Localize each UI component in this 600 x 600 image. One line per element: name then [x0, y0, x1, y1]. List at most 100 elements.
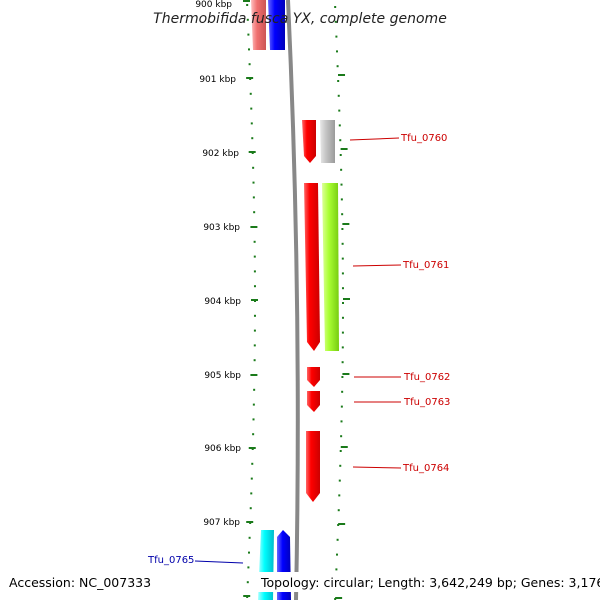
kbp-label-903: 903 kbp — [203, 223, 240, 233]
outer-major-tick — [338, 74, 346, 76]
kbp-label-904: 904 kbp — [204, 297, 241, 307]
outer-ruler-dot — [338, 479, 341, 482]
leader-line-tfu-0761 — [352, 264, 402, 267]
outer-ruler-dot — [340, 405, 343, 408]
outer-ruler-dot — [336, 553, 339, 556]
inner-ruler-dot — [253, 344, 256, 347]
outer-ruler-dot — [336, 538, 339, 541]
inner-ruler-dot — [250, 122, 253, 125]
inner-ruler-dot — [251, 137, 254, 140]
outer-ruler-dot — [339, 450, 342, 452]
outer-ruler-dot — [336, 65, 339, 68]
inner-ruler-dots — [243, 0, 258, 598]
outer-ruler-dot — [336, 50, 339, 53]
inner-major-tick — [250, 299, 258, 301]
outer-ruler-dot — [339, 139, 342, 142]
gene-block-top-blue[interactable] — [268, 0, 285, 50]
inner-ruler-dot — [253, 240, 256, 243]
inner-ruler-dot — [250, 477, 253, 480]
kbp-label-907: 907 kbp — [203, 518, 240, 528]
gene-tfu-0764-cds[interactable] — [306, 431, 320, 502]
inner-ruler-dot — [252, 196, 255, 199]
kbp-label-906: 906 kbp — [204, 444, 241, 454]
gene-tfu-0762-cds[interactable] — [307, 367, 320, 387]
inner-ruler-dot — [247, 33, 250, 36]
outer-ruler-dot — [341, 361, 344, 364]
outer-ruler-dot — [341, 390, 344, 393]
gene-tfu-0763-cds[interactable] — [307, 391, 320, 412]
gene-tfu-0761-feature[interactable] — [322, 183, 339, 351]
inner-ruler-dot — [253, 285, 256, 288]
outer-ruler-dot — [341, 316, 344, 319]
outer-major-tick — [335, 597, 343, 599]
gene-tfu-0760-feature[interactable] — [320, 120, 335, 163]
gene-label-tfu-0760[interactable]: Tfu_0760 — [400, 133, 447, 144]
gene-tfu-0760-cds[interactable] — [302, 120, 316, 163]
outer-major-tick — [342, 223, 350, 225]
inner-ruler-dot — [253, 388, 256, 391]
outer-ruler-dot — [342, 302, 344, 304]
gene-label-tfu-0765[interactable]: Tfu_0765 — [147, 555, 194, 566]
inner-major-tick — [250, 226, 258, 228]
gene-label-tfu-0764[interactable]: Tfu_0764 — [402, 463, 449, 474]
outer-ruler-dot — [338, 109, 341, 112]
inner-ruler-dot — [252, 418, 255, 421]
outer-ruler-dot — [335, 568, 338, 571]
inner-major-tick — [243, 595, 251, 597]
inner-ruler-dot — [253, 270, 256, 273]
outer-ruler-dot — [337, 94, 340, 97]
outer-ruler-dot — [339, 464, 342, 467]
inner-ruler-dot — [246, 18, 249, 21]
outer-ruler-dot — [341, 242, 344, 245]
outer-ruler-dot — [341, 213, 344, 216]
inner-ruler-dot — [253, 211, 256, 214]
gene-tfu-0761-cds[interactable] — [304, 183, 320, 351]
inner-ruler-dot — [250, 492, 253, 495]
outer-major-tick — [338, 523, 346, 525]
inner-major-tick — [243, 0, 250, 2]
outer-ruler-dot — [337, 80, 340, 82]
leader-line-tfu-0765 — [194, 560, 244, 564]
inner-ruler-dot — [248, 551, 251, 554]
outer-ruler-dot — [334, 20, 337, 23]
outer-major-tick — [342, 373, 350, 375]
gene-label-tfu-0762[interactable]: Tfu_0762 — [403, 372, 450, 383]
inner-major-tick — [246, 77, 254, 79]
outer-ruler-dot — [341, 346, 344, 349]
inner-ruler-dot — [252, 181, 255, 184]
leader-line-tfu-0760 — [349, 137, 400, 141]
inner-ruler-dot — [253, 255, 256, 258]
kbp-label-901: 901 kbp — [199, 75, 236, 85]
outer-ruler-dot — [341, 257, 344, 260]
inner-ruler-dot — [250, 107, 253, 110]
gene-block-top-pink[interactable] — [251, 0, 266, 50]
inner-ruler-dot — [251, 462, 254, 465]
outer-ruler-dot — [338, 494, 341, 497]
inner-ruler-dot — [246, 581, 249, 584]
inner-ruler-dot — [248, 536, 251, 539]
inner-ruler-dot — [253, 329, 256, 332]
inner-major-tick — [250, 374, 258, 376]
genome-backbone — [286, 0, 300, 600]
outer-ruler-dot — [338, 124, 341, 127]
inner-ruler-dot — [246, 4, 249, 6]
outer-major-tick — [340, 446, 348, 448]
footer-accession-bg — [5, 572, 160, 592]
kbp-label-905: 905 kbp — [204, 371, 241, 381]
gene-label-tfu-0761[interactable]: Tfu_0761 — [402, 260, 449, 271]
kbp-label-902: 902 kbp — [202, 149, 239, 159]
inner-ruler-dot — [252, 433, 255, 436]
outer-ruler-dot — [341, 272, 344, 275]
inner-ruler-dot — [253, 359, 256, 362]
gene-label-tfu-0763[interactable]: Tfu_0763 — [403, 397, 450, 408]
outer-ruler-dots — [334, 6, 350, 600]
outer-ruler-dot — [341, 287, 344, 290]
inner-ruler-dot — [252, 403, 255, 406]
kbp-label-900: 900 kbp — [195, 0, 232, 10]
inner-ruler-dot — [249, 92, 252, 95]
inner-ruler-dot — [253, 314, 256, 317]
inner-major-tick — [248, 447, 256, 449]
kbp-scale: 900 kbp 901 kbp 902 kbp 903 kbp 904 kbp … — [195, 0, 241, 528]
inner-ruler-dot — [248, 63, 251, 66]
inner-ruler-dot — [252, 166, 255, 169]
